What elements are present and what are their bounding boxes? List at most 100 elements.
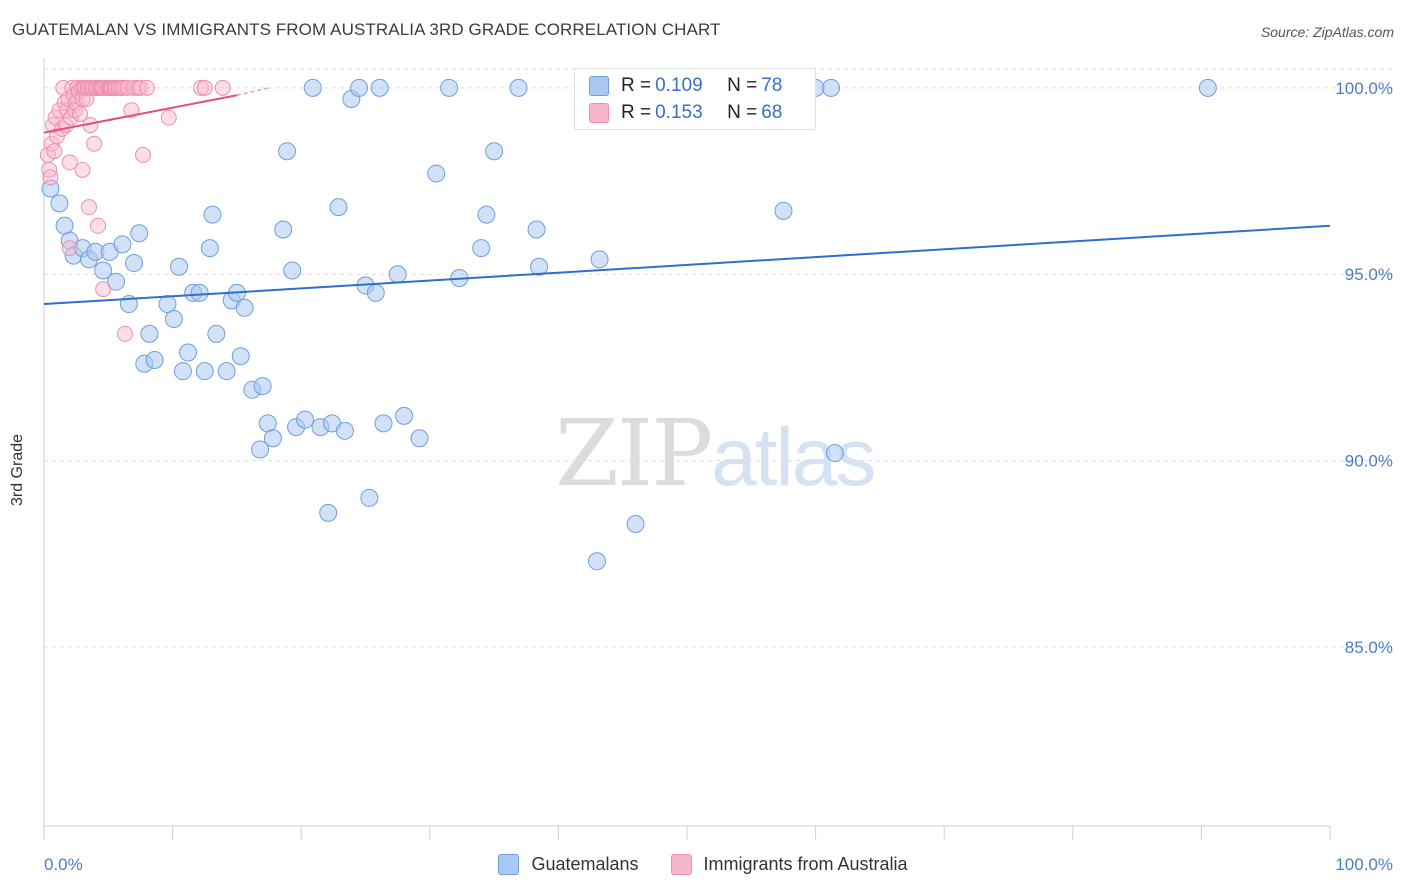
point-guatemalans [822, 78, 841, 97]
stats-n-label: N = [727, 75, 758, 96]
chart-title: GUATEMALAN VS IMMIGRANTS FROM AUSTRALIA … [12, 20, 721, 39]
trendline-australia [43, 94, 238, 134]
watermark: ZIPatlas [555, 400, 876, 507]
point-australia [63, 109, 80, 126]
point-australia [74, 161, 91, 178]
point-guatemalans [200, 239, 219, 258]
point-guatemalans [283, 261, 302, 280]
point-guatemalans [130, 224, 149, 243]
point-guatemalans [231, 347, 250, 366]
point-australia [132, 79, 149, 96]
point-australia [61, 154, 78, 171]
point-guatemalans [217, 362, 236, 381]
point-guatemalans [590, 250, 609, 269]
stats-r-label: R = [621, 102, 652, 123]
point-guatemalans [774, 201, 793, 220]
point-australia [42, 169, 59, 186]
trend-layer [43, 87, 1331, 306]
point-australia [214, 79, 231, 96]
point-guatemalans [251, 440, 270, 459]
point-guatemalans [164, 309, 183, 328]
point-guatemalans [207, 324, 226, 343]
point-guatemalans [360, 488, 379, 507]
stats-swatch-australia [589, 103, 609, 123]
point-guatemalans [527, 220, 546, 239]
y-tick-label: 95.0% [1345, 265, 1393, 284]
stats-n-label: N = [727, 102, 758, 123]
point-guatemalans [410, 429, 429, 448]
y-tick-label: 100.0% [1335, 79, 1393, 98]
point-guatemalans [427, 164, 446, 183]
chart-source: Source: ZipAtlas.com [1260, 24, 1394, 40]
stats-r-value: 0.153 [655, 102, 703, 123]
trendline-australia-extension [236, 87, 270, 97]
point-guatemalans [41, 179, 60, 198]
point-guatemalans [140, 324, 159, 343]
point-australia [95, 281, 112, 298]
point-australia [138, 79, 155, 96]
point-guatemalans [350, 78, 369, 97]
point-guatemalans [477, 205, 496, 224]
point-guatemalans [296, 410, 315, 429]
point-australia [192, 79, 209, 96]
point-guatemalans [274, 220, 293, 239]
axis-layer [43, 58, 1331, 840]
stats-r-label: R = [621, 75, 652, 96]
point-guatemalans [113, 235, 132, 254]
points-layer [39, 78, 1217, 571]
point-australia [196, 79, 213, 96]
point-australia [117, 325, 134, 342]
x-tick-label: 0.0% [44, 855, 83, 874]
point-australia [90, 217, 107, 234]
stats-row-guatemalans: R = 0.109 N = 78 [589, 73, 782, 99]
point-guatemalans [278, 142, 297, 161]
point-guatemalans [587, 552, 606, 571]
point-guatemalans [94, 261, 113, 280]
point-guatemalans [329, 198, 348, 217]
y-tick-label: 90.0% [1345, 452, 1393, 471]
legend-item-guatemalans[interactable]: Guatemalans [498, 853, 639, 875]
point-guatemalans [145, 350, 164, 369]
legend-swatch-guatemalans [498, 853, 520, 875]
point-guatemalans [530, 257, 549, 276]
point-guatemalans [626, 515, 645, 534]
watermark-zip: ZIP [555, 400, 713, 507]
point-australia [160, 109, 177, 126]
stats-n-value: 78 [761, 75, 783, 96]
point-guatemalans [125, 254, 144, 273]
point-australia [46, 143, 63, 160]
y-tick-label: 85.0% [1345, 638, 1393, 657]
point-guatemalans [1198, 78, 1217, 97]
stats-row-australia: R = 0.153 N = 68 [589, 100, 782, 126]
point-guatemalans [173, 362, 192, 381]
point-guatemalans [335, 421, 354, 440]
stats-box: R = 0.109 N = 78 R = 0.153 N = 68 [574, 68, 816, 130]
point-guatemalans [190, 283, 209, 302]
legend-label: Immigrants from Australia [703, 853, 908, 874]
point-guatemalans [263, 429, 282, 448]
point-australia [135, 146, 152, 163]
point-guatemalans [203, 205, 222, 224]
stats-n-value: 68 [761, 102, 783, 123]
legend-item-australia[interactable]: Immigrants from Australia [670, 853, 908, 875]
point-guatemalans [472, 239, 491, 258]
point-guatemalans [366, 283, 385, 302]
point-australia [126, 79, 143, 96]
legend: Guatemalans Immigrants from Australia [0, 850, 1406, 878]
stats-swatch-guatemalans [589, 76, 609, 96]
point-guatemalans [485, 142, 504, 161]
legend-label: Guatemalans [531, 853, 639, 874]
watermark-atlas: atlas [711, 412, 876, 503]
x-tick-label: 100.0% [1335, 855, 1393, 874]
point-australia [86, 135, 103, 152]
point-guatemalans [50, 194, 69, 213]
point-guatemalans [170, 257, 189, 276]
point-guatemalans [509, 78, 528, 97]
point-guatemalans [374, 414, 393, 433]
point-guatemalans [370, 78, 389, 97]
point-guatemalans [253, 377, 272, 396]
point-guatemalans [179, 343, 198, 362]
point-guatemalans [195, 362, 214, 381]
point-guatemalans [395, 406, 414, 425]
